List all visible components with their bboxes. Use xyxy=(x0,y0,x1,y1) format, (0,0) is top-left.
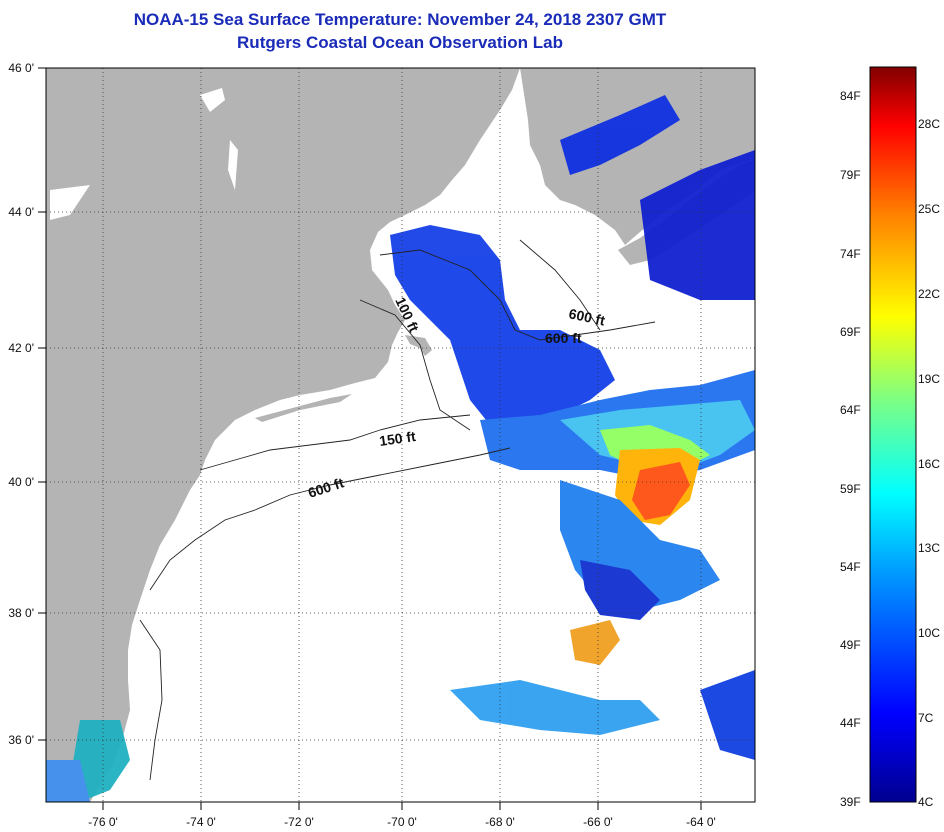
lat-label: 38 0' xyxy=(8,606,34,620)
lat-label: 36 0' xyxy=(8,733,34,747)
contour-label: 600 ft xyxy=(545,330,582,346)
lake-2 xyxy=(228,140,238,190)
lat-label: 44 0' xyxy=(8,205,34,219)
colorbar-c-label: 13C xyxy=(918,541,941,555)
colorbar-f-label: 69F xyxy=(840,325,861,339)
map-frame xyxy=(45,67,756,803)
colorbar-f-label: 64F xyxy=(840,403,861,417)
land-longisland xyxy=(255,394,352,422)
colorbar-c-label: 10C xyxy=(918,626,941,640)
lake-1 xyxy=(200,88,225,112)
lake-3 xyxy=(50,185,90,220)
lon-label: -76 0' xyxy=(88,815,118,829)
contour-label: 600 ft xyxy=(567,305,606,328)
colorbar-c-label: 25C xyxy=(918,202,941,216)
colorbar-f-label: 39F xyxy=(840,795,861,809)
land-canada xyxy=(520,68,755,245)
colorbar-c-label: 16C xyxy=(918,457,941,471)
colorbar-f-label: 59F xyxy=(840,482,861,496)
colorbar-f-label: 49F xyxy=(840,638,861,652)
lon-label: -68 0' xyxy=(485,815,515,829)
lon-label: -72 0' xyxy=(284,815,314,829)
lon-label: -64 0' xyxy=(686,815,716,829)
tick-marks xyxy=(38,67,702,810)
colorbar-f-label: 79F xyxy=(840,168,861,182)
colorbar-f-label: 74F xyxy=(840,247,861,261)
map-subtitle: Rutgers Coastal Ocean Observation Lab xyxy=(237,33,563,52)
colorbar-c-label: 4C xyxy=(918,795,934,809)
colorbar-f-label: 54F xyxy=(840,560,861,574)
colorbar-c-label: 28C xyxy=(918,117,941,131)
lat-label: 40 0' xyxy=(8,475,34,489)
lon-label: -66 0' xyxy=(583,815,613,829)
map-title: NOAA-15 Sea Surface Temperature: Novembe… xyxy=(133,10,667,29)
sst-field xyxy=(46,95,755,802)
land-us xyxy=(46,68,520,802)
bathymetry-contours xyxy=(139,239,656,781)
lon-label: -70 0' xyxy=(387,815,417,829)
colorbar-c-label: 19C xyxy=(918,372,941,386)
colorbar-c-label: 7C xyxy=(918,711,934,725)
colorbar-c-label: 22C xyxy=(918,287,941,301)
colorbar xyxy=(869,66,917,803)
land-capecod xyxy=(405,335,432,356)
lon-label: -74 0' xyxy=(186,815,216,829)
colorbar-f-label: 44F xyxy=(840,716,861,730)
lat-label: 42 0' xyxy=(8,341,34,355)
lat-label: 46 0' xyxy=(8,61,34,75)
colorbar-f-label: 84F xyxy=(840,89,861,103)
contour-label: 150 ft xyxy=(378,428,417,449)
